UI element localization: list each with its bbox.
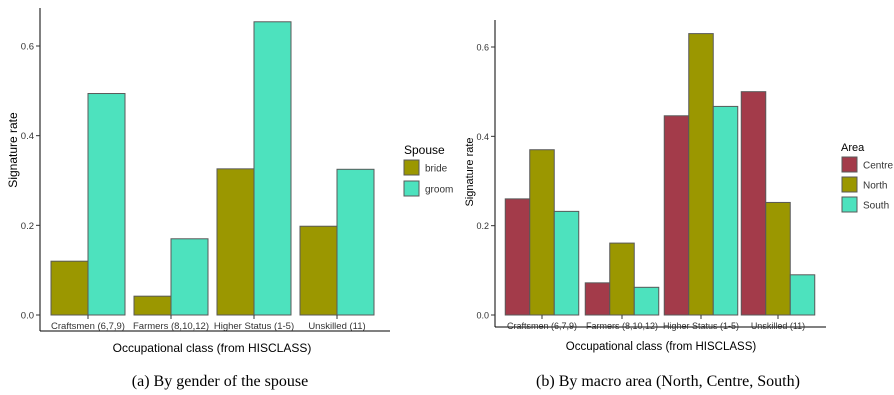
y-axis-title: Signature rate xyxy=(464,137,476,206)
bars xyxy=(50,21,375,316)
legend-label: North xyxy=(863,181,887,192)
chart-panel-b: Signature rate 0.0 0.2 0.4 0.6 Craftsmen (6… xyxy=(464,20,893,390)
caption-a: (a) By gender of the spouse xyxy=(132,373,308,390)
x-axis-ticks: Craftsmen (6,7,9) Farmers (8,10,12) Higher… xyxy=(507,315,805,331)
chart-panel-a: Signature rate 0.0 0.2 0.4 0.6 Craftsmen (6… xyxy=(6,8,453,390)
bar-groom xyxy=(170,238,209,316)
legend-key-groom xyxy=(403,180,420,197)
x-axis-ticks: Craftsmen (6,7,9) Farmers (8,10,12) Higher… xyxy=(51,315,366,332)
bar-south xyxy=(712,105,739,316)
x-tick-label: Higher Status (1-5) xyxy=(663,321,739,331)
x-tick-label: Higher Status (1-5) xyxy=(214,321,294,332)
bar-centre xyxy=(504,198,531,316)
x-axis-title: Occupational class (from HISCLASS) xyxy=(113,341,312,355)
bar-south xyxy=(633,286,660,316)
bar-north xyxy=(688,33,714,316)
bar-centre xyxy=(663,115,690,316)
x-tick-label: Craftsmen (6,7,9) xyxy=(507,321,577,331)
x-axis-title: Occupational class (from HISCLASS) xyxy=(566,341,757,353)
legend-title: Area xyxy=(841,142,865,154)
bar-south xyxy=(789,274,816,316)
x-tick-label: Unskilled (11) xyxy=(308,321,365,332)
y-axis-ticks: 0.0 0.2 0.4 0.6 xyxy=(476,43,495,321)
bar-groom xyxy=(87,93,126,316)
x-tick-label: Craftsmen (6,7,9) xyxy=(51,321,125,332)
x-tick-label: Farmers (8,10,12) xyxy=(586,321,658,331)
bar-north xyxy=(529,149,555,316)
legend-key-bride xyxy=(403,159,420,176)
legend: bride groom xyxy=(403,159,453,197)
legend-title: Spouse xyxy=(404,143,445,157)
legend-label: Centre xyxy=(863,161,893,172)
bars xyxy=(504,33,816,316)
bar-bride xyxy=(299,225,338,316)
bar-centre xyxy=(584,282,611,316)
bar-bride xyxy=(216,168,255,316)
legend-label: bride xyxy=(425,164,448,175)
y-tick-label: 0.0 xyxy=(21,311,34,322)
y-tick-label: 0.0 xyxy=(476,311,489,321)
legend-label: South xyxy=(863,201,889,212)
y-tick-label: 0.2 xyxy=(476,221,489,231)
bar-bride xyxy=(50,260,89,316)
legend: Centre North South xyxy=(841,156,893,213)
legend-key-north xyxy=(841,176,858,193)
bar-north xyxy=(609,242,635,316)
bar-north xyxy=(765,201,791,316)
bar-bride xyxy=(133,295,172,316)
x-tick-label: Farmers (8,10,12) xyxy=(133,321,209,332)
bar-groom xyxy=(253,21,292,316)
y-axis-ticks: 0.0 0.2 0.4 0.6 xyxy=(21,42,40,322)
y-tick-label: 0.2 xyxy=(21,221,34,232)
x-tick-label: Unskilled (11) xyxy=(751,321,805,331)
y-tick-label: 0.4 xyxy=(476,132,489,142)
y-tick-label: 0.4 xyxy=(21,131,34,142)
y-axis-title: Signature rate xyxy=(6,112,20,188)
legend-label: groom xyxy=(425,185,453,196)
legend-key-south xyxy=(841,196,858,213)
legend-key-centre xyxy=(841,156,858,173)
bar-south xyxy=(553,210,580,316)
caption-b: (b) By macro area (North, Centre, South) xyxy=(536,373,800,390)
bar-groom xyxy=(336,168,375,316)
bar-centre xyxy=(740,91,767,316)
y-tick-label: 0.6 xyxy=(21,42,34,53)
y-tick-label: 0.6 xyxy=(476,43,489,53)
